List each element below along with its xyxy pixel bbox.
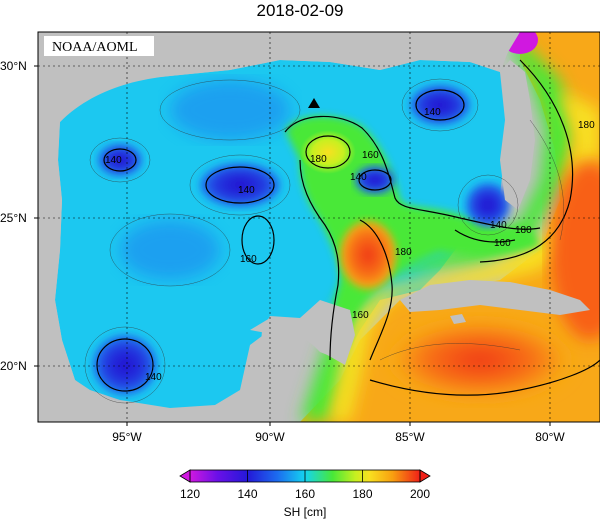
colorbar-tick: 200	[410, 487, 430, 501]
lon-tick: 85°W	[395, 430, 425, 444]
cold-eddy-central	[200, 163, 280, 207]
lat-tick: 20°N	[0, 359, 27, 373]
blue-area-mid	[120, 220, 220, 280]
atlantic-yellow	[330, 90, 600, 422]
cuba-land	[400, 280, 590, 315]
minor-contours	[84, 78, 564, 404]
colorbar-tick: 140	[237, 487, 257, 501]
lat-tick: 30°N	[0, 59, 27, 73]
contour-label: 140	[238, 185, 255, 196]
loop-current	[285, 115, 540, 351]
contour-label: 160	[352, 310, 369, 321]
lat-tick: 25°N	[0, 211, 27, 225]
credit-label: NOAA/AOML	[52, 40, 138, 55]
contour-label: 160	[494, 238, 511, 249]
contour-label: 180	[515, 225, 532, 236]
colorbar-tick: 160	[295, 487, 315, 501]
contour-label: 140	[490, 220, 507, 231]
colorbar-tick: 120	[180, 487, 200, 501]
map-field	[38, 32, 600, 422]
us-land	[38, 32, 520, 122]
contour-label: 140	[424, 107, 441, 118]
cold-eddy-center-east	[355, 166, 395, 194]
contour-label: 140	[145, 372, 162, 383]
colorbar: 120 140 160 180 200 SH [cm]	[179, 469, 431, 519]
lon-tick-labels: 95°W 90°W 85°W 80°W	[112, 422, 565, 444]
lat-tick-labels: 30°N 25°N 20°N	[0, 59, 38, 373]
contour-label: 160	[362, 150, 379, 161]
graticule	[38, 32, 600, 422]
map-frame	[37, 31, 600, 423]
cold-eddy-west	[93, 335, 157, 395]
contour-label: 180	[395, 247, 412, 258]
station-triangle	[308, 98, 320, 108]
contour-label: 140	[350, 172, 367, 183]
mexico-land	[38, 120, 352, 422]
contour-label: 180	[578, 120, 595, 131]
blue-area-n	[170, 80, 290, 140]
contour-lines	[96, 59, 600, 396]
isla-juventud	[450, 314, 466, 324]
atlantic-water	[300, 32, 600, 422]
caribbean-warm-pool	[390, 320, 570, 400]
colorbar-title: SH [cm]	[284, 505, 327, 519]
florida-land	[500, 60, 535, 210]
lon-tick: 90°W	[255, 430, 285, 444]
contour-label: 140	[105, 155, 122, 166]
contour-label: 160	[240, 254, 257, 265]
contour-label: 180	[310, 154, 327, 165]
page-title: 2018-02-09	[256, 1, 344, 20]
gulf-water	[55, 60, 510, 408]
lon-tick: 80°W	[535, 430, 565, 444]
yucatan-land	[250, 302, 355, 365]
contour-label-group: 140 140 140 140 160 160 160 180 180 180 …	[105, 107, 595, 383]
loop-eddy-core	[300, 130, 356, 174]
cold-eddy-ne	[410, 85, 470, 125]
colorbar-tick: 180	[352, 487, 372, 501]
credit-box	[44, 36, 154, 56]
lon-tick: 95°W	[112, 430, 142, 444]
warm-eddy-south	[340, 221, 396, 289]
cold-eddy-florida	[466, 183, 510, 227]
